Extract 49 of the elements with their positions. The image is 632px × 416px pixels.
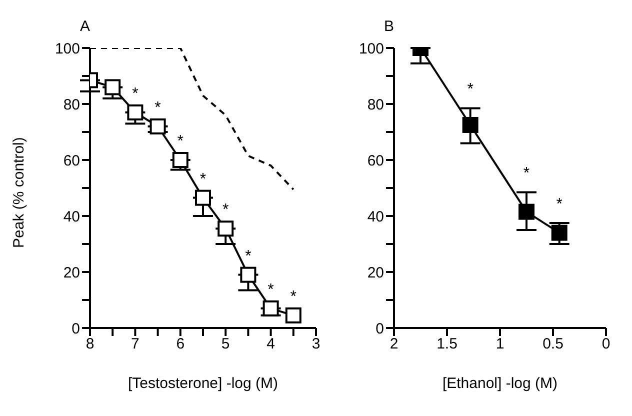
point (240, 266, 256, 283)
x-tick-label: 8 (86, 336, 94, 353)
annotation: * (290, 288, 297, 306)
point (127, 104, 144, 120)
point (195, 190, 211, 206)
annotation: * (200, 170, 206, 188)
annotation: * (523, 165, 530, 182)
x-tick-label: 4 (266, 336, 275, 353)
x-tick-label: 0 (602, 336, 610, 353)
y-tick-label: 100 (358, 40, 384, 58)
x-tick-label: 1 (496, 336, 504, 353)
x-axis-title: [Testosterone] -log (M) (128, 375, 278, 392)
annotation: * (177, 133, 184, 150)
y-tick-label: 40 (63, 208, 80, 226)
point (518, 204, 534, 220)
point (262, 300, 279, 316)
annotation: * (222, 202, 229, 219)
annotation: * (556, 196, 562, 213)
y-tick-label: 80 (63, 96, 80, 114)
x-tick-label: 3 (312, 336, 320, 353)
x-tick-label: 2 (390, 336, 398, 353)
annotation: * (132, 85, 138, 102)
y-tick-label: 80 (367, 96, 384, 114)
y-tick-label: 40 (367, 208, 384, 226)
x-tick-label: 0.5 (542, 336, 564, 353)
annotation: * (245, 248, 252, 265)
y-tick-label: 0 (376, 320, 384, 338)
x-tick-label: 1.5 (436, 336, 458, 353)
y-tick-label: 100 (54, 40, 80, 58)
y-axis-title: Peak (% control) (10, 137, 28, 248)
point (551, 224, 568, 241)
y-tick-label: 0 (72, 320, 80, 338)
x-axis-title: [Ethanol] -log (M) (442, 375, 558, 392)
x-tick-label: 6 (176, 336, 185, 353)
y-tick-label: 20 (367, 264, 384, 282)
annotation: * (467, 81, 474, 98)
chart-title: B (384, 18, 394, 35)
annotation: * (154, 99, 161, 116)
point (218, 220, 234, 237)
annotation: * (268, 281, 274, 298)
point (172, 152, 188, 168)
y-tick-label: 20 (63, 264, 80, 282)
x-tick-label: 7 (131, 336, 140, 353)
y-tick-label: 60 (63, 152, 80, 170)
y-tick-label: 60 (367, 152, 384, 170)
chart-title: A (80, 18, 90, 35)
x-tick-label: 5 (221, 336, 230, 353)
point (285, 307, 302, 324)
point (104, 79, 121, 96)
